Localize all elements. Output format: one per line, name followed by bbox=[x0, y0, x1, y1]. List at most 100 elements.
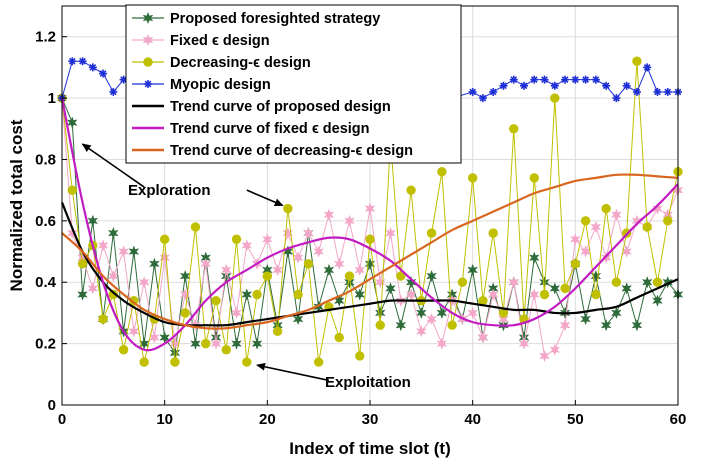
data-point bbox=[66, 116, 78, 129]
y-tick-label: 0 bbox=[48, 397, 56, 414]
legend-label: Proposed foresighted strategy bbox=[170, 11, 380, 27]
data-point bbox=[282, 226, 294, 240]
data-point bbox=[652, 277, 663, 287]
data-point bbox=[272, 326, 283, 337]
data-point bbox=[550, 93, 560, 103]
data-point bbox=[580, 216, 591, 226]
legend-box bbox=[125, 4, 462, 164]
legend-marker bbox=[142, 33, 154, 47]
series-line bbox=[61, 173, 679, 330]
annotation-arrow bbox=[81, 143, 145, 188]
data-point bbox=[210, 337, 222, 350]
data-point bbox=[540, 75, 549, 84]
series-line bbox=[60, 202, 679, 327]
data-point bbox=[231, 306, 242, 320]
data-point bbox=[406, 185, 416, 195]
data-point bbox=[87, 214, 99, 228]
data-point bbox=[364, 202, 376, 215]
data-point bbox=[78, 57, 87, 66]
data-point bbox=[530, 75, 539, 84]
data-point bbox=[663, 216, 673, 226]
data-point bbox=[631, 318, 643, 332]
data-point bbox=[415, 306, 427, 320]
axis-ticks: 0 10 20 30 40 50 60 0 0.2 0.4 0.6 0.8 1 1.2 bbox=[35, 29, 686, 428]
data-point bbox=[241, 239, 253, 252]
data-point bbox=[334, 332, 344, 343]
legend-marker bbox=[144, 80, 152, 88]
data-point bbox=[426, 312, 438, 326]
data-point bbox=[529, 173, 539, 183]
data-point bbox=[488, 228, 498, 238]
data-point bbox=[344, 275, 355, 289]
data-point bbox=[467, 173, 478, 183]
legend-item: Trend curve of decreasing-ϵ design bbox=[132, 143, 413, 159]
data-point bbox=[98, 314, 108, 324]
data-point bbox=[148, 257, 160, 271]
data-point bbox=[251, 337, 263, 350]
data-point bbox=[468, 87, 477, 96]
data-point bbox=[87, 282, 99, 295]
data-point bbox=[549, 343, 561, 357]
data-point bbox=[621, 282, 633, 295]
data-point bbox=[242, 357, 252, 367]
data-point bbox=[272, 263, 284, 277]
annotations: Exploration Exploitation bbox=[81, 143, 411, 391]
data-point bbox=[159, 251, 171, 264]
data-point bbox=[211, 295, 221, 306]
data-point bbox=[66, 226, 78, 240]
legend-label: Myopic design bbox=[170, 77, 271, 93]
data-point bbox=[283, 203, 293, 214]
data-point bbox=[518, 337, 530, 350]
y-tick-label: 0.6 bbox=[35, 213, 56, 230]
legend-item: Proposed foresighted strategy bbox=[132, 11, 380, 27]
data-point bbox=[600, 318, 612, 332]
series-4 bbox=[60, 202, 679, 327]
data-point bbox=[190, 337, 201, 350]
x-tick-label: 20 bbox=[259, 411, 276, 428]
annotation bbox=[256, 362, 330, 382]
data-point bbox=[570, 259, 581, 269]
data-point bbox=[489, 87, 498, 96]
x-tick-label: 10 bbox=[156, 411, 173, 428]
data-point bbox=[447, 320, 457, 330]
legend-item: Decreasing-ϵ design bbox=[132, 55, 311, 71]
x-axis-label: Index of time slot (t) bbox=[289, 439, 451, 458]
data-point bbox=[220, 263, 232, 277]
x-tick-label: 50 bbox=[567, 411, 584, 428]
data-point bbox=[344, 271, 355, 281]
data-point bbox=[478, 94, 487, 103]
data-point bbox=[355, 351, 365, 361]
data-point bbox=[88, 63, 97, 72]
data-point bbox=[580, 245, 592, 258]
data-point bbox=[375, 320, 385, 330]
legend-label: Trend curve of decreasing-ϵ design bbox=[170, 143, 413, 159]
data-point bbox=[569, 233, 581, 246]
data-point bbox=[241, 288, 253, 301]
data-point bbox=[602, 81, 611, 90]
data-point bbox=[581, 75, 590, 84]
data-point bbox=[559, 318, 571, 332]
data-point bbox=[179, 288, 191, 301]
x-tick-label: 30 bbox=[362, 411, 379, 428]
y-tick-label: 1 bbox=[48, 90, 56, 107]
data-point bbox=[571, 75, 580, 84]
series-5 bbox=[60, 97, 679, 352]
data-point bbox=[118, 245, 130, 258]
data-point bbox=[632, 87, 641, 96]
data-point bbox=[97, 239, 109, 252]
data-point bbox=[374, 275, 386, 289]
data-point bbox=[262, 271, 273, 281]
x-tick-label: 40 bbox=[464, 411, 481, 428]
legend-label: Fixed ϵ design bbox=[170, 33, 270, 49]
data-point bbox=[252, 289, 262, 300]
legend-label: Trend curve of fixed ϵ design bbox=[170, 121, 370, 137]
x-tick-label: 60 bbox=[670, 411, 687, 428]
data-point bbox=[612, 94, 621, 103]
y-axis-label: Normalized total cost bbox=[7, 119, 26, 291]
data-point bbox=[365, 234, 375, 244]
y-tick-label: 0.8 bbox=[35, 151, 56, 168]
annotation-label: Exploitation bbox=[325, 374, 411, 391]
data-point bbox=[415, 325, 427, 338]
data-point bbox=[313, 357, 324, 367]
data-point bbox=[652, 202, 663, 215]
